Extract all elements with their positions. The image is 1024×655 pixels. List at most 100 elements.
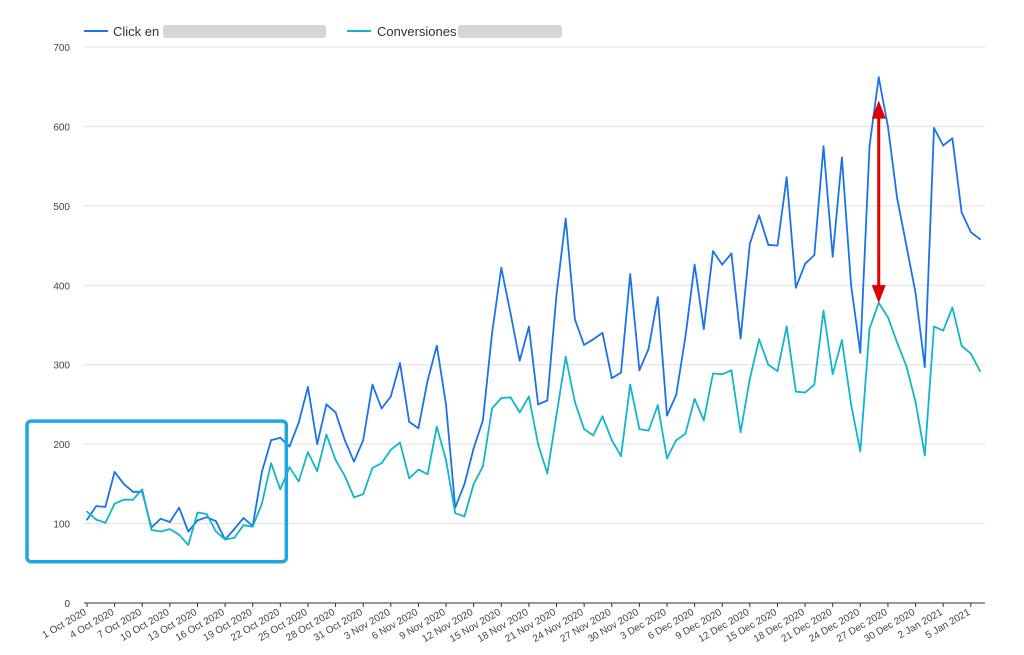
data-point <box>307 386 309 388</box>
data-point <box>841 156 843 159</box>
data-point <box>739 431 742 434</box>
data-point <box>684 432 687 435</box>
data-point <box>104 521 107 524</box>
data-point <box>887 125 889 128</box>
data-point <box>905 244 908 247</box>
data-point <box>785 176 788 179</box>
data-point <box>491 407 493 410</box>
data-point <box>620 455 622 457</box>
data-point <box>150 529 153 531</box>
data-point <box>564 217 567 220</box>
data-point <box>813 254 816 256</box>
data-point <box>795 390 797 393</box>
data-point <box>555 293 558 296</box>
data-point <box>141 488 144 491</box>
data-point <box>850 403 852 406</box>
data-point <box>831 255 834 258</box>
data-point <box>408 421 411 423</box>
data-point <box>748 378 751 380</box>
data-point <box>270 439 272 442</box>
data-point <box>389 395 392 398</box>
data-point <box>693 398 696 400</box>
data-point <box>316 443 319 445</box>
series-lines <box>86 76 981 546</box>
data-point <box>169 528 171 530</box>
y-tick-label: 500 <box>53 202 70 213</box>
data-point <box>528 325 530 328</box>
data-point <box>969 352 972 355</box>
data-point <box>951 137 954 140</box>
data-point <box>758 214 760 217</box>
data-point <box>297 421 300 424</box>
data-point <box>316 470 319 472</box>
data-point <box>389 448 392 451</box>
data-point <box>334 411 337 414</box>
data-point <box>113 502 116 505</box>
data-point <box>583 428 585 430</box>
series-line-conversions <box>86 301 981 546</box>
data-point <box>178 533 181 536</box>
data-point <box>942 329 945 332</box>
legend-redacted-text-conversions <box>458 25 562 38</box>
data-point <box>528 395 530 398</box>
data-point <box>933 127 935 129</box>
data-point <box>960 344 963 347</box>
data-point <box>445 403 447 406</box>
data-point <box>592 434 595 437</box>
data-point <box>104 506 107 508</box>
data-point <box>288 466 291 469</box>
data-point <box>767 363 770 366</box>
data-point <box>776 244 779 247</box>
data-point <box>887 316 889 318</box>
data-point <box>178 506 181 509</box>
data-point <box>979 238 981 241</box>
data-point <box>813 383 816 386</box>
data-point <box>767 243 770 246</box>
data-point <box>896 197 898 199</box>
data-point <box>960 211 963 214</box>
data-point <box>702 328 705 330</box>
annotation-highlight-box <box>25 419 289 564</box>
data-point <box>491 332 493 334</box>
data-point <box>537 443 539 445</box>
data-point <box>224 538 227 541</box>
data-point <box>95 505 98 507</box>
data-point <box>132 490 134 493</box>
data-point <box>426 379 429 382</box>
data-point <box>288 445 291 448</box>
data-point <box>353 496 355 499</box>
data-point <box>196 511 199 514</box>
data-point <box>371 467 374 469</box>
data-point <box>656 296 659 299</box>
y-tick-label: 200 <box>53 440 70 451</box>
y-tick-label: 0 <box>64 599 70 610</box>
data-point <box>113 471 116 473</box>
legend-redacted-text-clicks <box>163 25 326 38</box>
data-point <box>721 373 724 376</box>
data-point <box>601 415 604 418</box>
data-point <box>822 309 825 312</box>
data-point <box>86 510 88 513</box>
data-point <box>297 480 300 483</box>
data-point <box>86 518 88 521</box>
data-point <box>785 325 788 328</box>
data-point <box>592 338 595 341</box>
data-point <box>620 371 622 374</box>
data-point <box>518 359 521 362</box>
data-point <box>951 306 954 309</box>
data-point <box>325 403 328 406</box>
legend-label-clicks: Click en <box>113 24 159 39</box>
data-point <box>712 250 714 253</box>
data-point <box>942 144 945 147</box>
data-point <box>804 262 806 265</box>
data-point <box>518 411 521 414</box>
data-point <box>546 472 549 475</box>
legend-label-conversions: Conversiones <box>377 24 457 39</box>
data-point <box>730 252 733 255</box>
data-point <box>748 243 751 245</box>
data-point <box>251 525 254 528</box>
data-point <box>583 344 585 346</box>
data-point <box>95 518 98 521</box>
data-point <box>270 462 272 465</box>
data-point <box>353 460 355 463</box>
